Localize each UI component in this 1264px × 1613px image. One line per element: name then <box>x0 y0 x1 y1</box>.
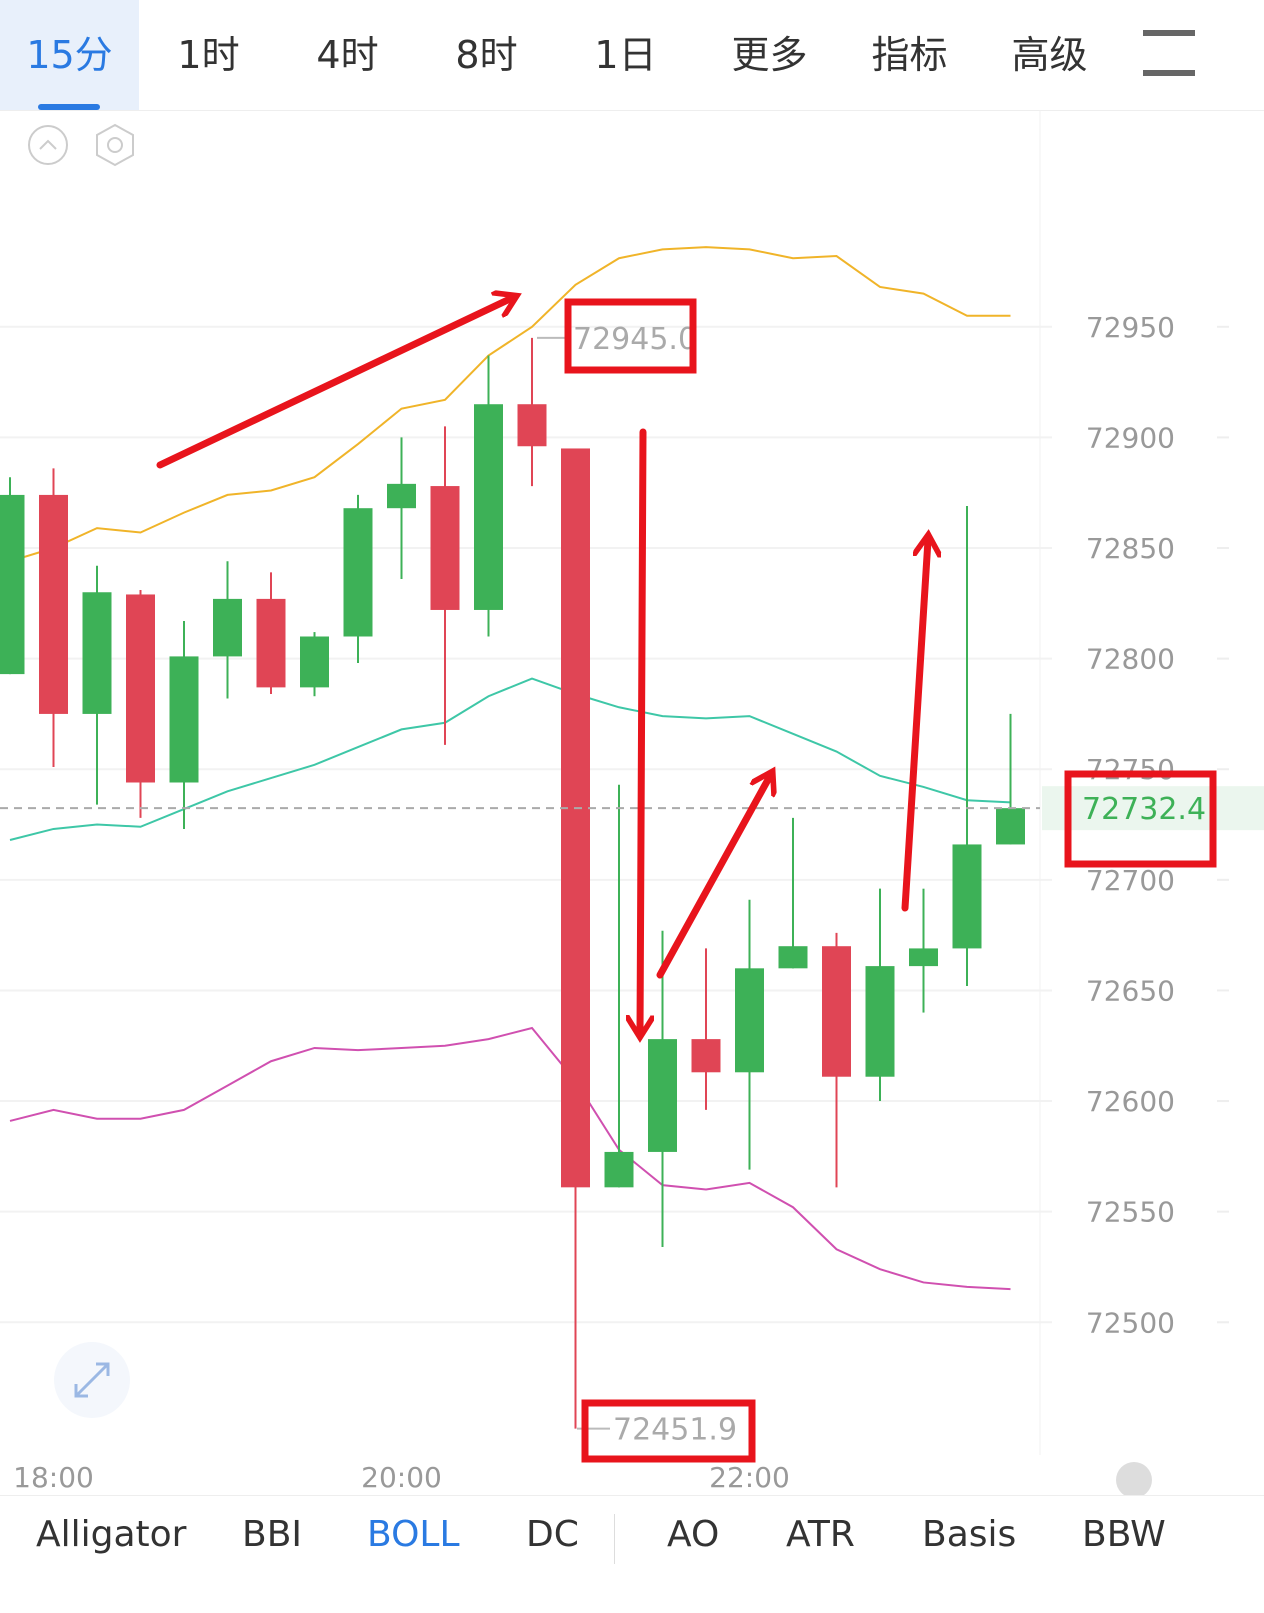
candle-body <box>822 946 851 1077</box>
fullscreen-icon <box>74 1362 110 1398</box>
settings-icon-glyph <box>107 137 123 153</box>
candle-body <box>0 494 25 675</box>
highlight-box <box>581 1399 756 1463</box>
last-price-bg <box>1042 786 1264 831</box>
timeframe-tab[interactable]: 更多 <box>731 33 808 77</box>
timeframe-tab[interactable]: 1日 <box>594 33 657 77</box>
user-annotations <box>156 298 1217 1463</box>
indicator-tab[interactable]: BBI <box>242 1514 303 1555</box>
collapse-icon-glyph <box>39 139 57 150</box>
candle-body <box>213 598 242 657</box>
indicator-bar: Alligator BBI BOLL DC AO ATR Basis BBW <box>0 1495 1264 1613</box>
chart: 72500 72550 72600 72650 72700 72750 72800 72850… <box>0 110 1264 1495</box>
candle-body <box>735 968 764 1073</box>
candle-body <box>82 592 112 714</box>
timeframe-tab[interactable]: 高级 <box>1011 33 1088 77</box>
y-tick-label: 72500 <box>1086 1306 1175 1339</box>
bollinger-line <box>9 677 1011 841</box>
timeframe-tab[interactable]: 4时 <box>316 33 379 77</box>
x-tick-label: 20:00 <box>361 1461 442 1494</box>
candle-body <box>778 946 808 969</box>
arrow <box>156 298 512 469</box>
candle-body <box>561 448 590 1188</box>
candle-body <box>909 948 938 967</box>
timeframe-bar: 15分 1时 4时 8时 1日 更多 指标 高级 <box>0 0 1264 111</box>
timeframe-tab[interactable]: 指标 <box>871 33 948 77</box>
bollinger-line <box>9 246 1011 563</box>
timeframe-tab[interactable]: 8时 <box>455 33 518 77</box>
y-tick-label: 72800 <box>1086 643 1175 676</box>
candle-body <box>691 1039 721 1073</box>
arrow <box>901 540 928 912</box>
indicator-tab[interactable]: ATR <box>786 1514 855 1555</box>
candle-body <box>996 808 1025 845</box>
candle-body <box>126 594 155 783</box>
settings-icon[interactable] <box>96 123 134 167</box>
bollinger-line <box>9 1026 1011 1291</box>
timeframe-tab[interactable]: 15分 <box>0 0 139 110</box>
timeframe-tab[interactable]: 1时 <box>177 33 240 77</box>
indicator-tab[interactable]: Basis <box>922 1514 1017 1555</box>
collapse-icon[interactable] <box>28 125 68 165</box>
indicator-tab[interactable]: AO <box>667 1514 720 1555</box>
last-price-label: 72732.4 <box>1082 792 1206 827</box>
highlight-box <box>564 298 697 374</box>
y-tick-label: 72600 <box>1086 1085 1175 1118</box>
highlight-box <box>1064 770 1217 868</box>
candle-body <box>952 844 982 949</box>
extreme-label: 72451.9 <box>613 1413 737 1448</box>
candle-body <box>343 508 373 637</box>
candle-body <box>517 404 547 447</box>
indicator-tab[interactable]: BOLL <box>367 1514 460 1555</box>
candle-body <box>169 656 199 783</box>
x-tick-label: 22:00 <box>709 1461 790 1494</box>
arrow <box>640 428 643 1032</box>
y-tick-label: 72950 <box>1086 311 1175 344</box>
chart-settings-icon[interactable] <box>1143 30 1195 76</box>
y-tick-label: 72650 <box>1086 974 1175 1007</box>
indicator-tab[interactable]: DC <box>526 1514 579 1555</box>
x-tick-label: 18:00 <box>13 1461 94 1494</box>
candle-body <box>430 486 460 610</box>
extreme-label: 72945.0 <box>573 322 697 357</box>
reset-button[interactable] <box>1116 1462 1152 1495</box>
y-tick-label: 72550 <box>1086 1196 1175 1229</box>
candle-body <box>474 404 503 610</box>
candle-body <box>648 1039 677 1152</box>
candle-body <box>300 636 329 688</box>
y-tick-label: 72850 <box>1086 532 1175 565</box>
candle-body <box>39 494 68 714</box>
candle-body <box>865 966 895 1077</box>
y-tick-label: 72900 <box>1086 421 1175 454</box>
arrow <box>656 776 770 979</box>
candle-body <box>387 483 416 509</box>
divider <box>614 1514 615 1564</box>
candle-body <box>604 1151 634 1188</box>
indicator-tab[interactable]: Alligator <box>36 1514 187 1555</box>
indicator-tab[interactable]: BBW <box>1082 1514 1166 1555</box>
y-tick-label: 72750 <box>1086 753 1175 786</box>
candle-body <box>256 598 286 688</box>
y-tick-label: 72700 <box>1086 864 1175 897</box>
